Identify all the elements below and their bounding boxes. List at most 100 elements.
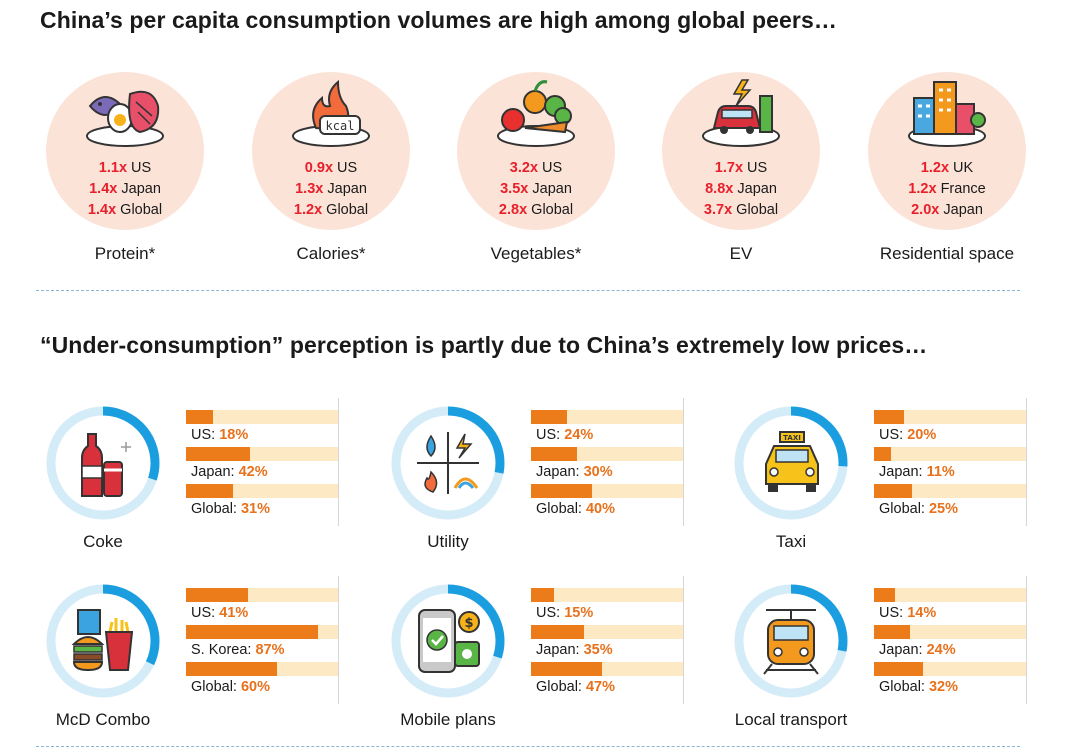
peer-name: US [191,605,212,621]
separator: : [232,679,241,695]
multiple-row: 1.3x Japan [250,179,412,200]
bar-rule [683,398,684,526]
multiple-value: 1.2x [293,202,323,218]
multiple-value: 8.8x [705,181,734,197]
ring-arc [46,406,160,520]
bar-track [531,484,683,498]
peer-name: US [536,605,557,621]
data-label: Japan: 24% [879,642,956,658]
price-item: McD Combo US: 41% S. Korea: 87% Global: 60% [44,576,374,732]
multiple-value: 3.7x [703,202,733,218]
bar-track [531,662,683,676]
separator: : [577,501,586,517]
multiple-value: 2.8x [498,202,528,218]
percent-value: 31% [240,501,271,517]
multiple-row: 1.4x Japan [44,179,206,200]
price-item: TAXI Taxi US: 20% Japan: 11% Global: 25% [732,398,1062,554]
category-label: Coke [83,532,123,551]
bar [531,588,554,602]
percent-value: 40% [585,501,616,517]
section-divider-bottom [36,746,1020,747]
percent-value: 25% [928,501,959,517]
percent-value: 42% [238,464,268,480]
ev-charging-icon [696,76,786,152]
multiple-value: 0.9x [304,160,334,176]
ring-arc [734,584,848,698]
data-label: US: 15% [536,605,593,621]
price-item: Coke US: 18% Japan: 42% Global: 31% [44,398,374,554]
multiple-value: 3.5x [500,181,529,197]
bar [874,410,905,424]
percent-value: 15% [564,605,594,621]
ring-arc [734,406,848,520]
kcal-flame-icon: kcal [286,76,376,152]
bar-track [186,484,338,498]
peer-name: Global [191,501,233,517]
bar-track [874,484,1026,498]
peer-name: UK [953,160,974,176]
peer-multiples: 0.9x US 1.3x Japan 1.2x Global [250,158,412,221]
bar-track [531,625,683,639]
separator: : [556,605,565,621]
svg-text:kcal: kcal [326,119,355,133]
train-icon [756,604,826,678]
bar-group: US: 15% Japan: 35% Global: 47% [531,576,684,704]
data-label: US: 14% [879,605,936,621]
bar [874,447,891,461]
multiple-value: 1.4x [87,202,117,218]
bar [874,625,911,639]
separator: : [575,642,584,658]
bar [186,410,214,424]
taxi-icon: TAXI [756,426,826,500]
multiple-value: 1.4x [89,181,118,197]
section2-title: “Under-consumption” perception is partly… [40,332,928,358]
peer-name: Japan [191,464,231,480]
separator: : [577,679,586,695]
peer-name: US [879,427,900,443]
category-label: Mobile plans [400,710,496,729]
percent-value: 32% [928,679,959,695]
ring-arc [391,406,505,520]
separator: : [211,605,220,621]
bar-track [874,588,1026,602]
bar [531,410,568,424]
section-divider [36,290,1020,291]
bar-track [874,662,1026,676]
peer-name: Global [736,202,779,218]
bar [186,588,249,602]
peer-multiples: 3.2x US 3.5x Japan 2.8x Global [455,158,617,221]
peer-multiples: 1.2x UK 1.2x France 2.0x Japan [866,158,1028,221]
multiple-row: 2.8x Global [455,200,617,221]
peer-name: US [542,160,563,176]
bar-track [186,447,338,461]
bar-group: US: 14% Japan: 24% Global: 32% [874,576,1027,704]
peer-circle [46,72,204,230]
peer-name: US [131,160,152,176]
data-label: Global: 60% [191,679,270,695]
percent-value: 18% [219,427,249,443]
bar-track [531,447,683,461]
bar [874,588,896,602]
buildings-icon [902,76,992,152]
percent-value: 35% [583,642,613,658]
bar-track [874,447,1026,461]
percent-value: 14% [907,605,937,621]
multiple-row: 1.2x Global [250,200,412,221]
bar-track [186,588,338,602]
separator: : [920,501,929,517]
bar-track [874,410,1026,424]
multiple-value: 1.2x [908,181,937,197]
bar [531,447,577,461]
multiple-value: 1.2x [920,160,950,176]
separator: : [556,427,565,443]
separator: : [918,464,927,480]
data-label: US: 18% [191,427,248,443]
percent-value: 87% [255,642,285,658]
bar [186,447,250,461]
peer-label: Calories* [296,244,366,263]
multiple-row: 3.7x Global [660,200,822,221]
peer-name: France [940,181,986,197]
peer-name: Global [191,679,233,695]
bar-track [186,662,338,676]
price-item: Local transport US: 14% Japan: 24% Global: … [732,576,1062,732]
